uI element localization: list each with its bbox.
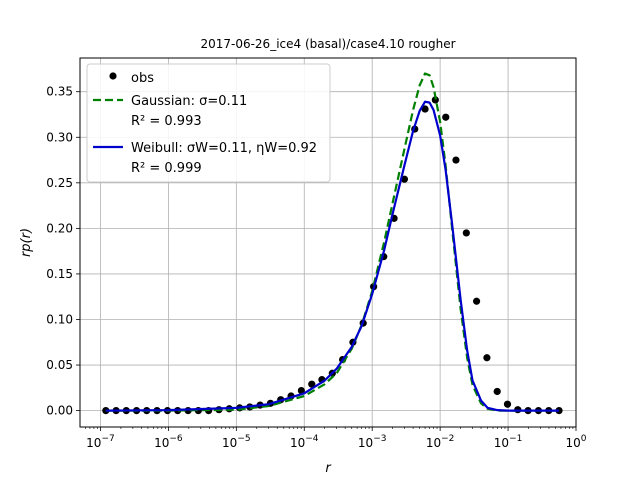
obs-point [102, 407, 110, 415]
weibull-fit-line [105, 100, 560, 412]
x-tick-label: 100 [565, 434, 586, 450]
obs-point [421, 105, 429, 113]
legend-label-r2: R² = 0.999 [131, 161, 202, 176]
chart-title: 2017-06-26_ice4 (basal)/case4.10 rougher [200, 37, 455, 51]
plot-frame [79, 57, 577, 428]
obs-point [472, 297, 481, 305]
y-tick-label: 0.25 [46, 176, 73, 190]
legend-box [86, 63, 331, 183]
y-tick-label: 0.30 [46, 130, 73, 144]
obs-point [308, 380, 316, 388]
obs-point [431, 96, 439, 104]
legend: obs Gaussian: σ=0.11 R² = 0.993 Weibull: σW… [86, 63, 331, 183]
legend-label: Weibull: σW=0.11, ηW=0.92 [131, 141, 317, 156]
y-tick-label: 0.35 [46, 85, 73, 99]
y-tick-label: 0.00 [46, 404, 73, 418]
obs-point [442, 113, 450, 121]
axes: 10−7 10−6 10−5 10−4 10−3 10−2 10−1 100 0.00 0.05 0… [46, 57, 587, 450]
y-axis-label: rp(r) [19, 228, 34, 257]
obs-point [297, 386, 305, 395]
plot-series [102, 72, 563, 415]
obs-point [503, 400, 512, 408]
y-tick-label: 0.05 [46, 358, 73, 372]
obs-point [483, 354, 491, 362]
obs-point [555, 407, 563, 415]
legend-label: obs [131, 71, 154, 86]
y-tick-label: 0.10 [46, 312, 73, 326]
x-tick-label: 10−5 [222, 434, 251, 450]
legend-marker-obs [109, 72, 117, 80]
y-tick-label: 0.15 [46, 267, 73, 281]
x-tick-label: 10−3 [358, 434, 387, 450]
x-tick-label: 10−4 [290, 434, 319, 450]
x-tick-label: 10−6 [154, 434, 183, 450]
x-tick-label: 10−2 [426, 434, 455, 450]
obs-point [452, 156, 460, 164]
gaussian-fit-line [105, 72, 560, 412]
x-tick-label: 10−1 [494, 434, 523, 450]
obs-point [493, 387, 501, 396]
y-tick-label: 0.20 [46, 221, 73, 235]
x-tick-label: 10−7 [86, 434, 115, 450]
obs-point [462, 229, 470, 237]
x-axis-label: r [325, 461, 332, 476]
legend-label: Gaussian: σ=0.11 [131, 94, 247, 109]
legend-label-r2: R² = 0.993 [131, 114, 202, 129]
